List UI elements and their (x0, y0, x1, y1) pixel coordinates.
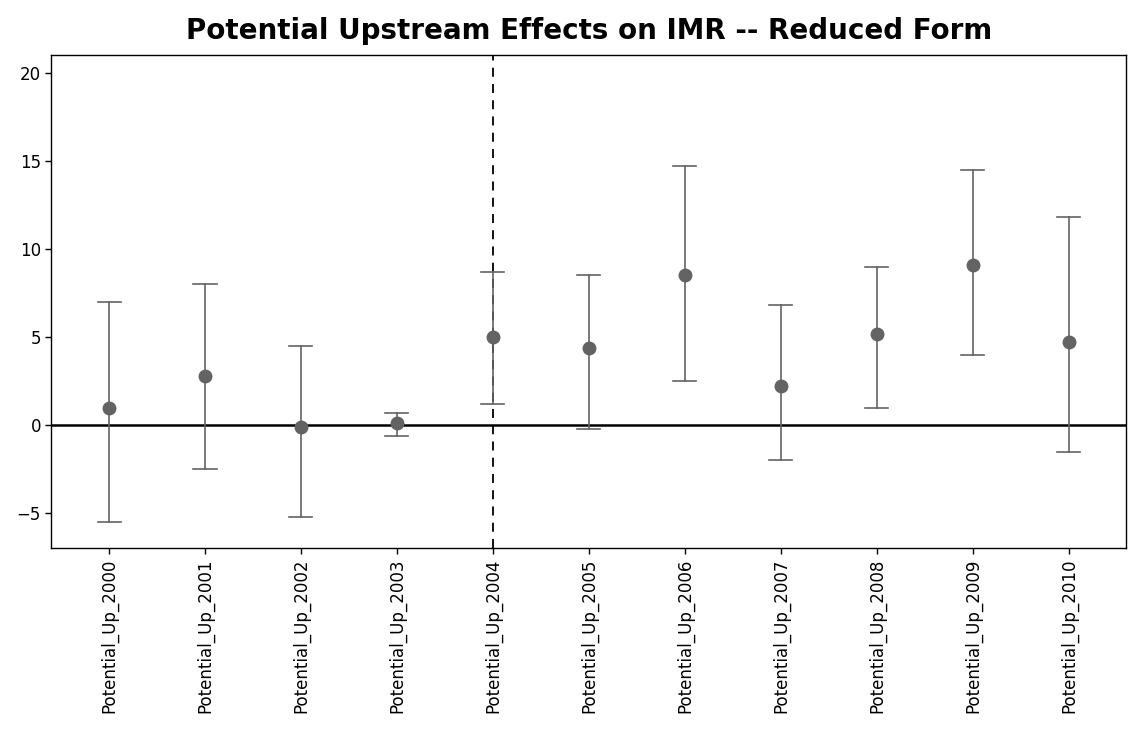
Point (580, 342, 598, 353)
Point (964, 259, 982, 271)
Title: Potential Upstream Effects on IMR -- Reduced Form: Potential Upstream Effects on IMR -- Red… (186, 17, 992, 45)
Point (387, 418, 406, 429)
Point (676, 269, 694, 281)
Point (99, 402, 118, 413)
Point (1060, 337, 1078, 348)
Point (772, 380, 790, 392)
Point (868, 328, 886, 339)
Point (195, 370, 214, 382)
Point (483, 331, 502, 343)
Point (291, 421, 310, 433)
